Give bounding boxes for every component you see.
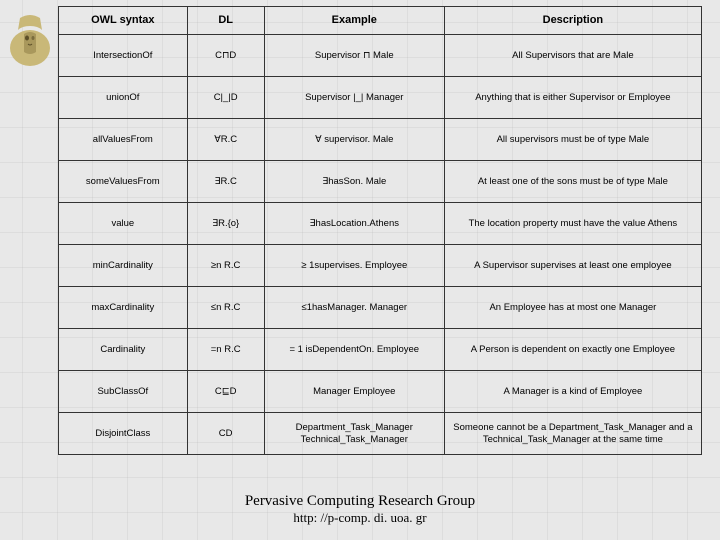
table-row: unionOfC|_|DSupervisor |_| ManagerAnythi… (59, 77, 702, 119)
owl-syntax-table: OWL syntax DL Example Description Inters… (58, 6, 702, 455)
footer-url: http: //p-comp. di. uoa. gr (0, 510, 720, 526)
table-row: allValuesFrom∀R.C∀ supervisor. MaleAll s… (59, 119, 702, 161)
table-cell-dl: C|_|D (187, 77, 264, 119)
athena-logo (6, 8, 54, 70)
table-row: maxCardinality≤n R.C≤1hasManager. Manage… (59, 287, 702, 329)
table-body: IntersectionOfC⊓DSupervisor ⊓ MaleAll Su… (59, 35, 702, 455)
table-cell-dl: ≤n R.C (187, 287, 264, 329)
table-cell-example: ≥ 1supervises. Employee (264, 245, 444, 287)
table-cell-example: Department_Task_Manager Technical_Task_M… (264, 413, 444, 455)
table-cell-owl: Cardinality (59, 329, 188, 371)
table-cell-owl: minCardinality (59, 245, 188, 287)
table-cell-owl: DisjointClass (59, 413, 188, 455)
table-header-row: OWL syntax DL Example Description (59, 7, 702, 35)
table-cell-example: = 1 isDependentOn. Employee (264, 329, 444, 371)
footer: Pervasive Computing Research Group http:… (0, 493, 720, 526)
table-cell-example: ∃hasLocation.Athens (264, 203, 444, 245)
table-cell-dl: C⊑D (187, 371, 264, 413)
table-cell-dl: ∃R.{o} (187, 203, 264, 245)
col-header-example: Example (264, 7, 444, 35)
table-cell-desc: All supervisors must be of type Male (444, 119, 701, 161)
table-cell-owl: IntersectionOf (59, 35, 188, 77)
table-cell-desc: At least one of the sons must be of type… (444, 161, 701, 203)
table-cell-dl: ∃R.C (187, 161, 264, 203)
table-cell-dl: C⊓D (187, 35, 264, 77)
col-header-dl: DL (187, 7, 264, 35)
table-cell-example: Manager Employee (264, 371, 444, 413)
table-row: Cardinality=n R.C= 1 isDependentOn. Empl… (59, 329, 702, 371)
table-row: minCardinality≥n R.C≥ 1supervises. Emplo… (59, 245, 702, 287)
table-cell-owl: SubClassOf (59, 371, 188, 413)
table-cell-owl: allValuesFrom (59, 119, 188, 161)
table-cell-example: Supervisor |_| Manager (264, 77, 444, 119)
table-cell-desc: The location property must have the valu… (444, 203, 701, 245)
table-cell-desc: All Supervisors that are Male (444, 35, 701, 77)
table-cell-example: Supervisor ⊓ Male (264, 35, 444, 77)
table-row: value∃R.{o}∃hasLocation.AthensThe locati… (59, 203, 702, 245)
table-cell-dl: =n R.C (187, 329, 264, 371)
table-cell-owl: maxCardinality (59, 287, 188, 329)
table-cell-example: ≤1hasManager. Manager (264, 287, 444, 329)
table-cell-dl: ∀R.C (187, 119, 264, 161)
table-cell-desc: An Employee has at most one Manager (444, 287, 701, 329)
table-cell-dl: ≥n R.C (187, 245, 264, 287)
table-cell-example: ∀ supervisor. Male (264, 119, 444, 161)
table-cell-example: ∃hasSon. Male (264, 161, 444, 203)
col-header-owl: OWL syntax (59, 7, 188, 35)
table-row: IntersectionOfC⊓DSupervisor ⊓ MaleAll Su… (59, 35, 702, 77)
table-cell-desc: A Manager is a kind of Employee (444, 371, 701, 413)
table-row: someValuesFrom∃R.C∃hasSon. MaleAt least … (59, 161, 702, 203)
table-cell-desc: A Person is dependent on exactly one Emp… (444, 329, 701, 371)
table-cell-owl: someValuesFrom (59, 161, 188, 203)
owl-table-container: OWL syntax DL Example Description Inters… (58, 6, 702, 455)
footer-title: Pervasive Computing Research Group (0, 493, 720, 510)
table-cell-desc: Anything that is either Supervisor or Em… (444, 77, 701, 119)
table-cell-desc: Someone cannot be a Department_Task_Mana… (444, 413, 701, 455)
table-cell-owl: unionOf (59, 77, 188, 119)
table-row: DisjointClassCDDepartment_Task_Manager T… (59, 413, 702, 455)
table-cell-desc: A Supervisor supervises at least one emp… (444, 245, 701, 287)
col-header-description: Description (444, 7, 701, 35)
table-row: SubClassOfC⊑DManager EmployeeA Manager i… (59, 371, 702, 413)
table-cell-dl: CD (187, 413, 264, 455)
table-cell-owl: value (59, 203, 188, 245)
